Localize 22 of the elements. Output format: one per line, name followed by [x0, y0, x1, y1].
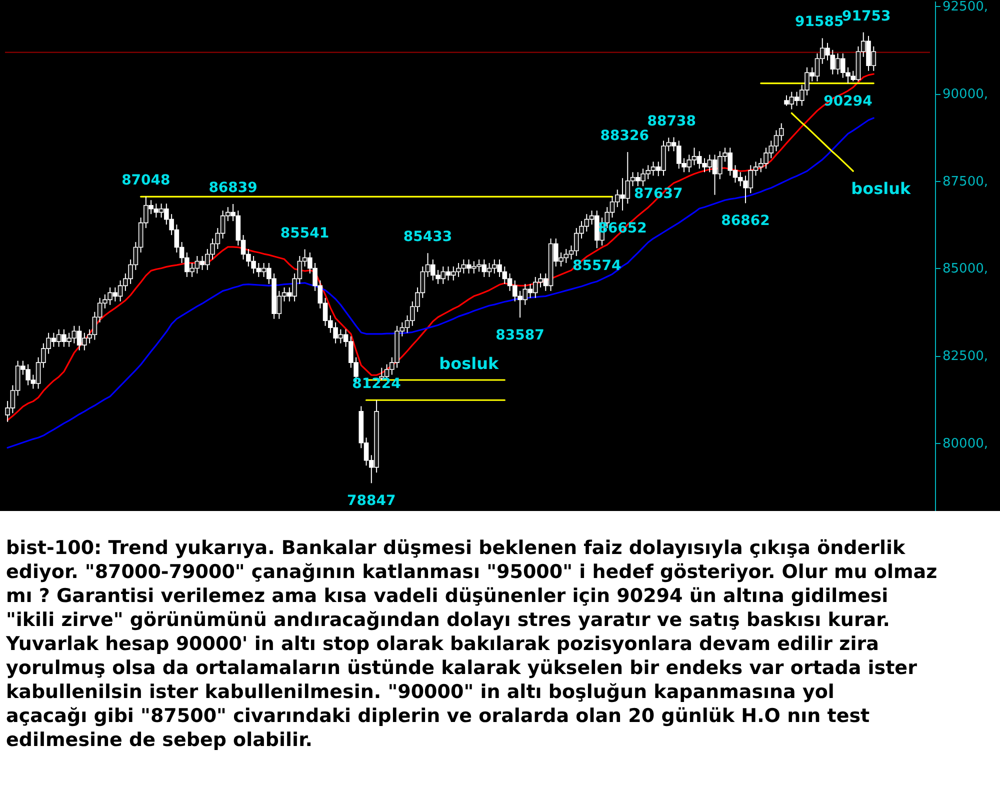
- annotation: 78847: [347, 493, 396, 510]
- line-series: [790, 112, 854, 172]
- annotation: 91585: [795, 14, 844, 30]
- annotation: 86862: [721, 213, 770, 230]
- annotation: 88738: [647, 114, 696, 130]
- y-tick-label: 90000,: [942, 87, 988, 102]
- y-tick-label: 85000,: [942, 262, 988, 277]
- annotation: 91753: [842, 8, 891, 24]
- y-tick-label: 87500,: [942, 174, 988, 190]
- text: bist-100: Trend yukarıya. Bankalar düşmesi beklenen faiz dolayısıyla çıkışa önderlik ediyor. "87000-79000" çanağının katlanması "95000" i hedef gösteriyor. Olur mu olmaz mı ? Garantisi verilemez ama kısa vadeli düşünenler için 90294 ün altına gidilmesi "ikili zirve" görünümünü andıracağından dolayı stres yaratır ve satış baskısı kurar. Yuvarlak hesap 90000' in altı stop olarak bakılarak pozisyonlara devam edilir zira yorulmuş olsa da ortalamaların üstünde kalarak yükselen bir endeks var ortada ister kabullenilsin ister kabullenilmesin. "90000" in altı boşluğun kapanmasına yol açacağı gibi "87500" civarındaki diplerin ve oralarda olan 20 günlük H.O nın test edilmesine de sebep olabilir.: [6, 537, 938, 751]
- annotation: 83587: [496, 328, 544, 344]
- annotation: 86839: [208, 180, 258, 196]
- series-label: bosluk: [439, 354, 500, 374]
- annotation: 87048: [122, 172, 170, 189]
- y-tick-label: 92500,: [942, 0, 988, 15]
- y-tick-label: 82500,: [942, 349, 988, 364]
- y-tick-label: 80000,: [942, 436, 988, 452]
- annotation: 85433: [403, 229, 452, 246]
- series-label: bosluk: [851, 179, 911, 198]
- annotation: 85541: [280, 225, 330, 242]
- annotation: 81224: [352, 376, 402, 392]
- annotation: 88326: [600, 128, 650, 144]
